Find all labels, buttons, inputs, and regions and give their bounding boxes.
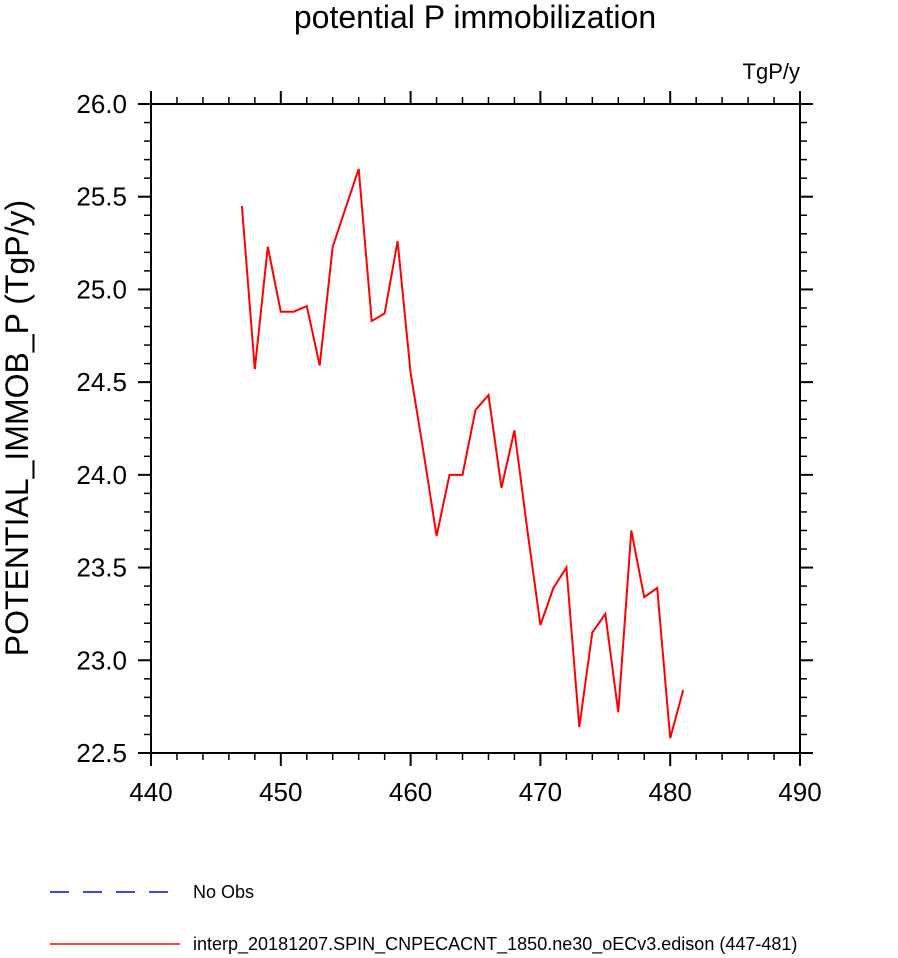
x-tick-label: 490	[778, 777, 821, 807]
x-tick-label: 450	[259, 777, 302, 807]
units-label: TgP/y	[743, 59, 800, 84]
x-tick-label: 440	[129, 777, 172, 807]
series-line	[240, 168, 685, 739]
y-tick-label: 23.0	[76, 645, 127, 675]
legend-label: interp_20181207.SPIN_CNPECACNT_1850.ne30…	[193, 934, 797, 955]
x-tick-label: 480	[649, 777, 692, 807]
y-tick-label: 25.5	[76, 182, 127, 212]
plot-frame	[150, 103, 801, 754]
x-tick-label: 470	[519, 777, 562, 807]
legend: No Obs interp_20181207.SPIN_CNPECACNT_185…	[50, 882, 797, 955]
y-tick-label: 24.0	[76, 460, 127, 490]
y-tick-label: 24.5	[76, 367, 127, 397]
x-tick-label: 460	[389, 777, 432, 807]
chart-title: potential P immobilization	[294, 0, 656, 35]
y-tick-label: 23.5	[76, 553, 127, 583]
y-tick-label: 22.5	[76, 738, 127, 768]
axis-tick-labels: 440 450 460 470 480 490 22.5 23.0 23.5 24.0 24.5 25…	[76, 89, 821, 807]
legend-label: No Obs	[193, 882, 254, 902]
y-tick-label: 25.0	[76, 274, 127, 304]
axis-ticks	[138, 91, 813, 766]
y-axis-label: POTENTIAL_IMMOB_P (TgP/y)	[0, 200, 35, 656]
series-group	[240, 168, 685, 739]
y-tick-label: 26.0	[76, 89, 127, 119]
